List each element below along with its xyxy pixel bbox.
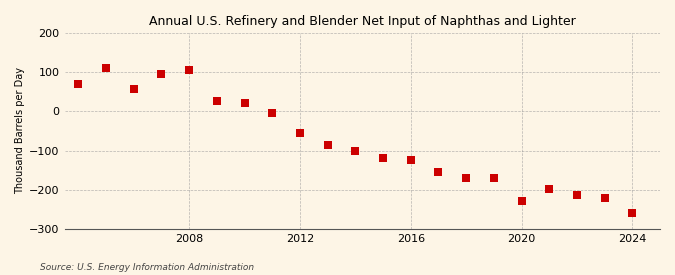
Point: [350, 148, 360, 153]
Title: Annual U.S. Refinery and Blender Net Input of Naphthas and Lighter: Annual U.S. Refinery and Blender Net Inp…: [149, 15, 576, 28]
Point: [627, 211, 638, 215]
Point: [322, 142, 333, 147]
Point: [73, 82, 84, 86]
Point: [599, 196, 610, 200]
Point: [184, 68, 194, 73]
Point: [267, 111, 277, 115]
Point: [294, 131, 305, 135]
Point: [433, 170, 444, 174]
Point: [544, 187, 555, 191]
Point: [572, 193, 583, 198]
Point: [211, 98, 222, 103]
Point: [489, 176, 500, 180]
Point: [101, 65, 111, 70]
Text: Source: U.S. Energy Information Administration: Source: U.S. Energy Information Administ…: [40, 263, 254, 272]
Point: [156, 72, 167, 76]
Point: [128, 87, 139, 91]
Point: [377, 155, 388, 160]
Y-axis label: Thousand Barrels per Day: Thousand Barrels per Day: [15, 67, 25, 194]
Point: [239, 101, 250, 105]
Point: [461, 176, 472, 180]
Point: [516, 199, 527, 204]
Point: [405, 158, 416, 163]
